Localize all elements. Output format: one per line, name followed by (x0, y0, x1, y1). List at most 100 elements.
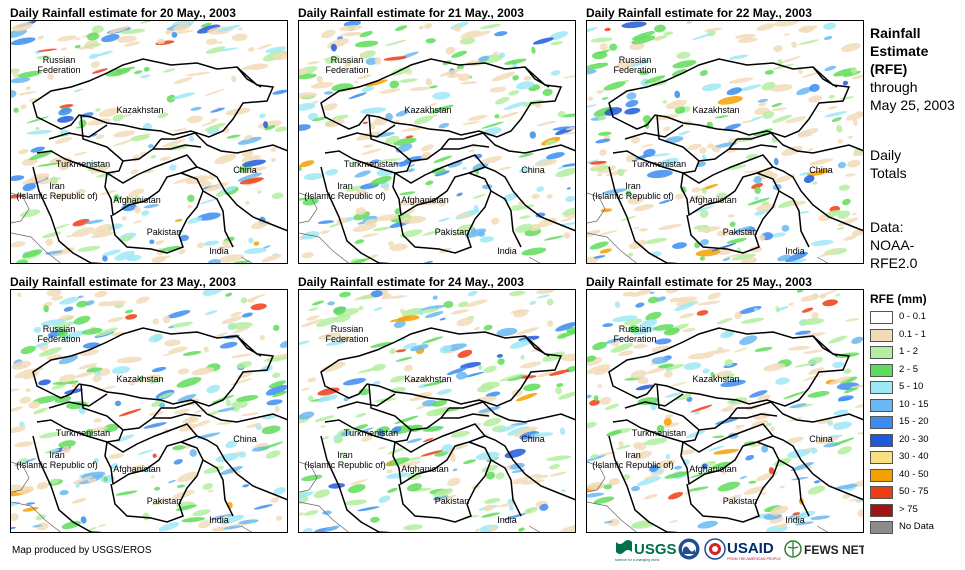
rain-cell (657, 363, 674, 369)
rain-cell (637, 442, 647, 451)
rain-cell (216, 41, 223, 44)
rain-cell (697, 520, 718, 529)
rain-cell (148, 144, 154, 149)
rain-cell (156, 38, 166, 45)
rain-cell (157, 112, 169, 119)
rain-cell (203, 465, 224, 474)
rain-cell (515, 392, 538, 402)
rain-cell (71, 227, 95, 238)
rain-cell (610, 343, 634, 353)
country-label-turkmenistan: Turkmenistan (343, 159, 399, 169)
rain-cell (467, 114, 488, 121)
rain-cell (384, 39, 407, 47)
rain-cell (177, 471, 198, 483)
rain-cell (664, 136, 684, 144)
rain-cell (360, 148, 382, 155)
rain-cell (355, 207, 366, 216)
rain-cell (250, 303, 267, 311)
rain-cell (595, 138, 611, 144)
rain-cell (450, 454, 456, 462)
rain-cell (665, 99, 687, 109)
rain-cell (410, 344, 429, 352)
rain-cell (378, 495, 391, 503)
rain-cell (555, 167, 575, 178)
rain-cell (625, 190, 632, 196)
country-border (608, 327, 851, 407)
rain-cell (792, 512, 801, 516)
rain-cell (32, 395, 58, 404)
rain-cell (159, 402, 166, 408)
rain-cell (317, 399, 325, 403)
rain-cell (152, 453, 157, 458)
rain-cell (271, 157, 276, 163)
rain-cell (272, 89, 287, 95)
rain-cell (458, 73, 471, 82)
rain-cell (246, 423, 262, 428)
rain-cell (124, 195, 135, 201)
rain-cell (167, 326, 174, 329)
rain-cell (453, 24, 462, 32)
legend-label: 5 - 10 (899, 381, 924, 392)
rain-cell (11, 29, 27, 39)
rain-cell (259, 334, 265, 341)
rain-cell (399, 460, 421, 468)
rain-cell (639, 70, 650, 76)
usaid-logo: USAID FROM THE AMERICAN PEOPLE (726, 538, 786, 567)
rain-cell (791, 476, 809, 481)
rain-cell (627, 196, 644, 205)
rain-cell (474, 326, 481, 331)
rain-cell (837, 161, 846, 169)
rain-cell (409, 86, 431, 91)
rain-cell (457, 349, 473, 358)
rain-cell (783, 33, 790, 36)
rain-cell (80, 516, 87, 524)
rain-cell (395, 349, 407, 353)
rain-cell (98, 107, 121, 118)
country-label-kazakhstan: Kazakhstan (404, 105, 452, 115)
rain-cell (810, 447, 818, 454)
country-border (194, 66, 287, 154)
country-label-afghanistan: Afghanistan (689, 195, 737, 205)
rain-cell (96, 172, 116, 178)
rain-cell (320, 230, 331, 234)
rain-cell (599, 149, 607, 156)
rain-cell (477, 364, 483, 370)
rain-cell (618, 440, 624, 448)
rain-cell (408, 164, 416, 168)
rain-cell (129, 464, 146, 472)
rain-cell (350, 161, 356, 165)
rain-cell (209, 513, 234, 521)
map-canvas (299, 21, 575, 263)
rain-cell (425, 180, 434, 186)
rain-cell (460, 361, 482, 369)
country-label-russia: Russian Federation (325, 55, 369, 75)
rain-cell (194, 408, 208, 414)
rain-cell (846, 159, 861, 168)
rain-cell (108, 26, 130, 34)
rain-cell (63, 306, 74, 312)
rain-cell (38, 379, 51, 386)
country-border (770, 66, 863, 154)
rain-cell (603, 520, 614, 524)
rain-cell (310, 82, 334, 89)
rain-cell (843, 386, 859, 394)
rain-cell (523, 383, 541, 392)
country-border (320, 327, 563, 407)
rain-cell (587, 62, 609, 70)
country-border (32, 166, 104, 263)
rain-cell (590, 163, 607, 169)
rain-cell (25, 388, 31, 393)
rain-cell (77, 245, 101, 252)
rain-cell (425, 103, 437, 108)
country-label-turkmenistan: Turkmenistan (343, 428, 399, 438)
rain-cell (29, 150, 54, 161)
rain-cell (230, 311, 242, 317)
rain-cell (563, 75, 575, 79)
rain-cell (299, 340, 310, 346)
rain-cell (33, 326, 42, 333)
panel-title: Daily Rainfall estimate for 24 May., 200… (298, 275, 524, 289)
rain-cell (176, 484, 186, 488)
rain-cell (589, 399, 600, 406)
rain-cell (436, 388, 452, 395)
rain-cell (852, 118, 858, 127)
